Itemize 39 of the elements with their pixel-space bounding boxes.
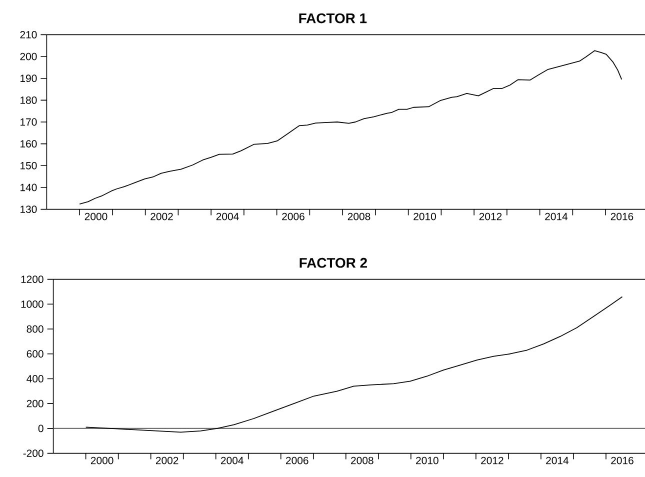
x-tick-label: 2014	[546, 456, 569, 464]
x-tick-label: 2010	[416, 456, 438, 464]
y-tick-label: 800	[26, 325, 44, 333]
x-tick-label: 2000	[84, 212, 108, 220]
y-tick-label: 1000	[21, 300, 44, 308]
x-tick-label: 2004	[221, 456, 244, 464]
y-tick-label: 190	[20, 74, 37, 82]
x-tick-label: 2012	[481, 456, 504, 464]
y-tick-label: 200	[20, 52, 37, 60]
x-tick-label: 2012	[479, 212, 502, 220]
y-tick-label: 170	[20, 118, 37, 126]
line-series	[79, 50, 622, 205]
x-tick-label: 2008	[348, 212, 370, 220]
x-tick-label: 2000	[90, 456, 114, 464]
x-tick-label: 2004	[216, 212, 239, 220]
y-tick-label: -200	[23, 450, 44, 458]
x-tick-label: 2008	[351, 456, 374, 464]
y-tick-label: 140	[20, 184, 37, 192]
y-tick-label: 1200	[21, 276, 44, 284]
y-tick-label: 210	[20, 31, 37, 38]
y-tick-label: 200	[26, 400, 44, 408]
y-tick-label: 160	[20, 140, 37, 148]
x-tick-label: 2006	[282, 212, 304, 220]
y-tick-label: 0	[38, 424, 44, 432]
x-tick-label: 2006	[286, 456, 308, 464]
x-tick-label: 2002	[156, 456, 178, 464]
chart-title: FACTOR 1	[299, 13, 367, 24]
y-tick-label: 600	[26, 350, 44, 358]
y-tick-label: 130	[20, 206, 37, 214]
x-tick-label: 2016	[610, 212, 634, 220]
line-series	[85, 296, 623, 433]
x-tick-label: 2002	[150, 212, 173, 220]
y-tick-label: 180	[20, 96, 37, 104]
chart-title: FACTOR 2	[300, 258, 367, 268]
x-tick-label: 2014	[545, 212, 568, 220]
y-tick-label: 400	[26, 375, 44, 382]
y-tick-label: 150	[20, 162, 37, 170]
x-tick-label: 2016	[611, 456, 634, 464]
x-tick-label: 2010	[414, 212, 436, 220]
